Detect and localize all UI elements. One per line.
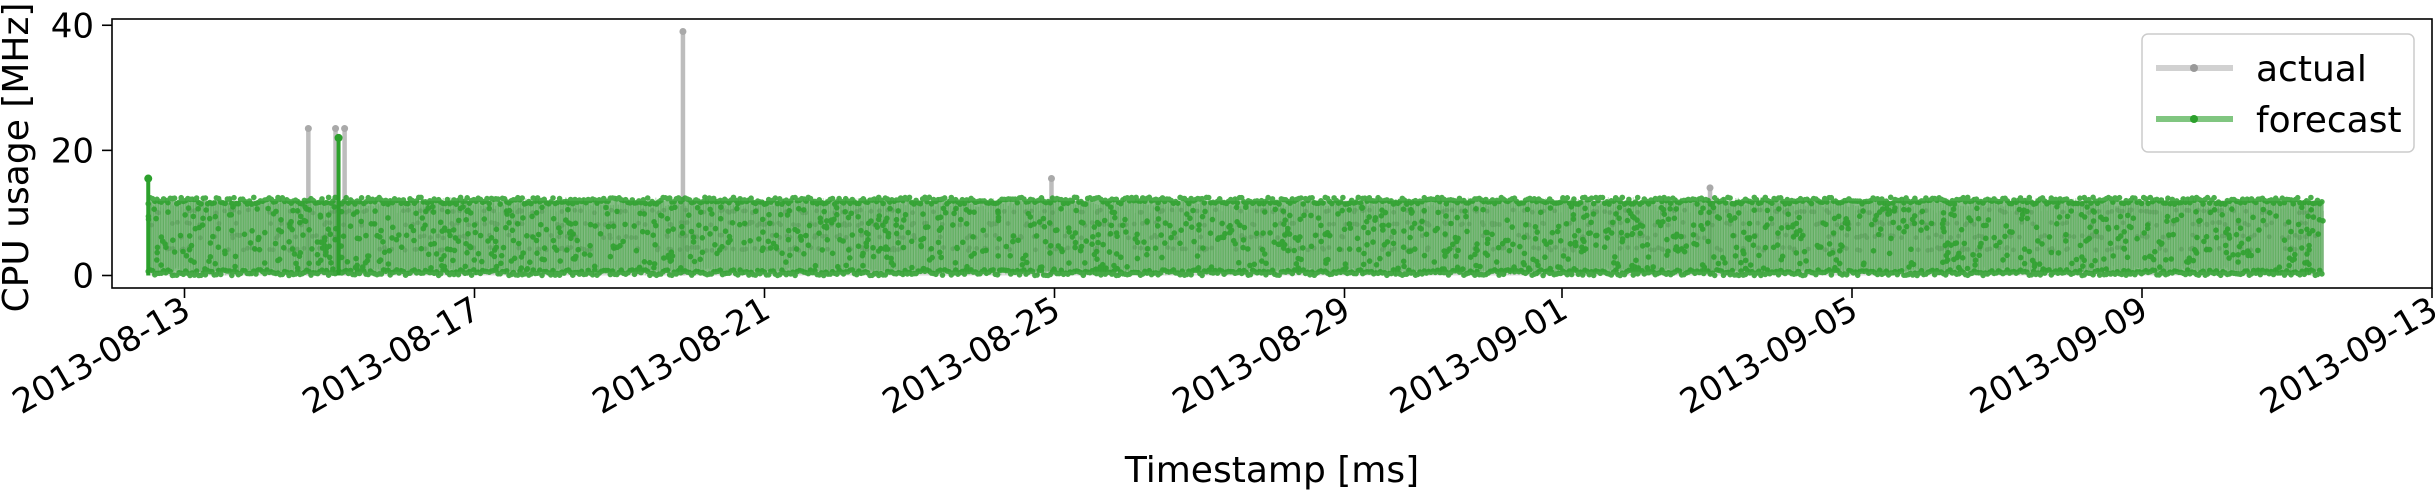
- actual-spike-point-1: [332, 124, 340, 132]
- x-tick-label-2013-09-01: 2013-09-01: [1383, 289, 1574, 422]
- x-tick-label-2013-09-05: 2013-09-05: [1673, 289, 1864, 422]
- forecast-spike-point-0: [144, 174, 153, 183]
- x-axis: 2013-08-13 2013-08-17 2013-08-21 2013-08-25…: [6, 288, 2435, 423]
- series-forecast-markers: [145, 194, 2326, 279]
- x-axis-label: Timestamp [ms]: [1124, 450, 1419, 490]
- plot-frame: [111, 18, 2433, 289]
- x-tick-label-2013-08-21: 2013-08-21: [586, 289, 777, 422]
- actual-spike-point-0: [304, 124, 312, 132]
- legend: actual forecast: [2141, 33, 2415, 153]
- legend-box: [2141, 33, 2415, 153]
- actual-spike-point-5: [1706, 184, 1714, 192]
- y-axis-label: CPU usage [MHz]: [0, 3, 37, 313]
- actual-spike-point-4: [1047, 175, 1055, 183]
- x-tick-label-2013-09-13: 2013-09-13: [2253, 289, 2435, 422]
- legend-marker-actual: [2190, 64, 2198, 72]
- x-tick-label-2013-08-25: 2013-08-25: [876, 289, 1067, 422]
- legend-label-forecast: forecast: [2256, 100, 2402, 141]
- y-tick-label-40: 40: [51, 6, 94, 46]
- actual-spike-point-3: [679, 28, 687, 36]
- x-tick-label-2013-09-09: 2013-09-09: [1963, 289, 2154, 422]
- series-forecast: [144, 133, 2326, 279]
- legend-marker-forecast: [2190, 115, 2198, 123]
- y-axis: 0 20 40: [51, 6, 112, 296]
- x-tick-label-2013-08-17: 2013-08-17: [296, 289, 487, 422]
- forecast-spike-point-1: [334, 133, 343, 142]
- x-tick-label-2013-08-29: 2013-08-29: [1166, 289, 1357, 422]
- legend-label-actual: actual: [2256, 49, 2367, 90]
- plot-content: [144, 28, 2326, 279]
- y-tick-label-0: 0: [72, 256, 94, 296]
- y-tick-label-20: 20: [51, 131, 94, 171]
- actual-spike-point-2: [341, 124, 349, 132]
